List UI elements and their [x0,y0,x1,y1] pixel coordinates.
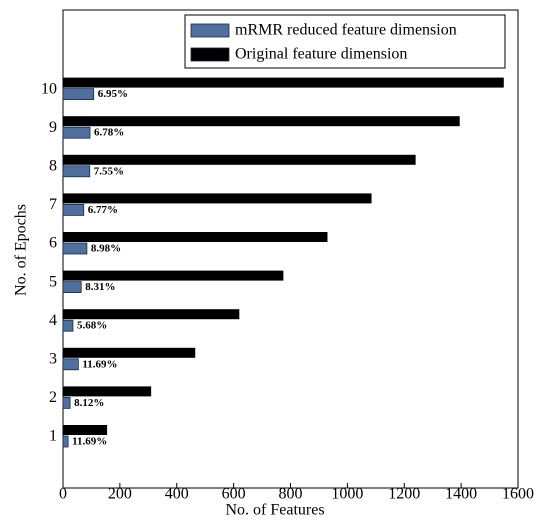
value-label: 8.12% [74,397,104,409]
y-tick-label: 9 [49,119,57,136]
bar [62,435,69,448]
y-tick-label: 3 [49,350,57,367]
bar [62,126,91,139]
bar [63,425,108,435]
bar [63,309,240,320]
legend-swatch [190,23,230,38]
legend-label: Original feature dimension [235,46,407,63]
legend-box [184,14,506,69]
value-label: 7.55% [94,165,124,177]
x-tick-label: 800 [279,486,303,503]
bar [63,347,196,358]
bar [63,193,372,204]
y-tick-label: 7 [49,196,57,213]
bar [63,154,416,165]
y-tick-label: 5 [49,273,57,290]
y-tick-label: 2 [49,389,57,406]
legend-swatch [190,47,230,62]
value-label: 5.68% [77,320,107,332]
legend-label: mRMR reduced feature dimension [235,22,457,39]
x-tick-label: 1000 [331,486,363,503]
bar [63,77,504,88]
value-label: 6.78% [94,127,124,139]
value-label: 11.69% [82,358,117,370]
bar [62,203,85,216]
x-axis-label: No. of Features [225,502,324,519]
x-tick-label: 1400 [445,486,477,503]
y-tick-label: 6 [49,235,57,252]
x-tick-label: 1200 [388,486,420,503]
bar [62,242,88,255]
bar [62,281,82,294]
y-axis-label: No. of Epochs [13,204,30,296]
y-tick-label: 10 [41,80,57,97]
bar [62,165,91,178]
x-tick-label: 400 [165,486,189,503]
bar [62,396,71,409]
value-label: 8.98% [91,243,121,255]
bar [62,319,74,332]
y-tick-label: 4 [49,312,57,329]
bar [62,88,95,100]
bar [63,270,284,281]
value-label: 11.69% [72,436,107,448]
y-tick-label: 1 [49,428,57,445]
bar [63,232,328,242]
value-label: 8.31% [85,281,115,293]
x-tick-label: 0 [59,486,67,503]
value-label: 6.95% [98,88,128,100]
bar [63,386,152,397]
bar [62,358,79,371]
value-label: 6.77% [88,204,118,216]
bar [63,116,460,127]
x-tick-label: 200 [108,486,132,503]
y-tick-label: 8 [49,157,57,174]
x-tick-label: 1600 [502,486,534,503]
x-tick-label: 600 [222,486,246,503]
